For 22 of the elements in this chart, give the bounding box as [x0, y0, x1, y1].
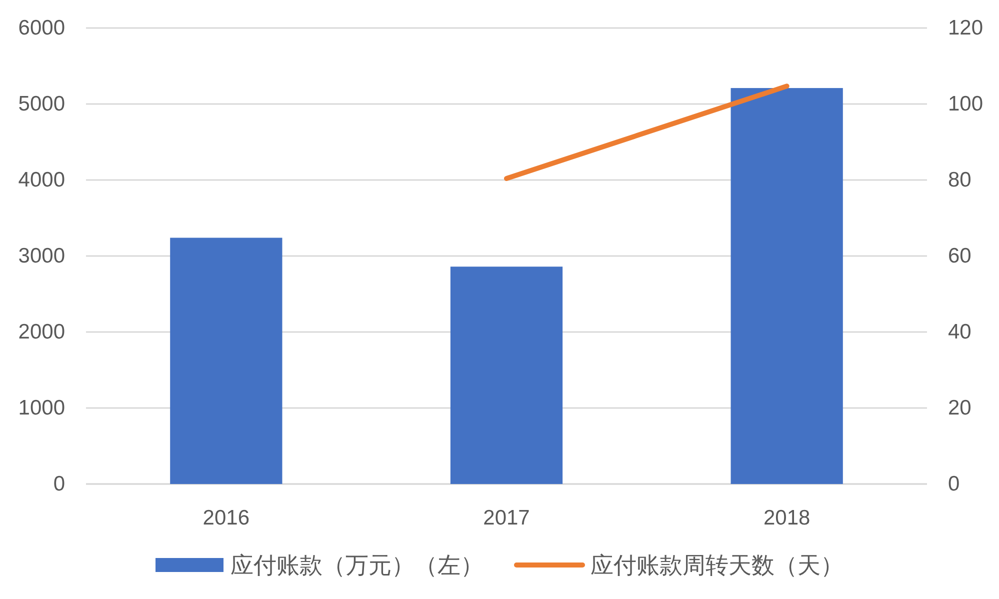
- x-tick-label: 2017: [483, 506, 530, 530]
- y-tick-label: 2000: [18, 320, 65, 344]
- legend-label: 应付账款周转天数（天）: [590, 552, 844, 578]
- y-tick-label: 0: [53, 472, 65, 496]
- legend-label: 应付账款（万元）（左）: [230, 552, 484, 578]
- y-tick-label: 6000: [18, 16, 65, 40]
- bar: [730, 88, 843, 484]
- y2-tick-label: 120: [948, 16, 984, 40]
- bar: [170, 238, 282, 484]
- x-tick-label: 2018: [763, 506, 810, 530]
- x-tick-label: 2016: [202, 506, 250, 530]
- y-tick-label: 5000: [18, 92, 65, 116]
- bar: [450, 266, 563, 484]
- y2-tick-label: 80: [948, 168, 972, 192]
- y2-tick-label: 0: [948, 472, 960, 496]
- y2-tick-label: 60: [948, 244, 972, 268]
- y-tick-label: 3000: [18, 244, 65, 268]
- y2-tick-label: 100: [948, 92, 984, 116]
- y2-tick-label: 40: [948, 320, 972, 344]
- y2-tick-label: 20: [948, 396, 972, 420]
- y-tick-label: 4000: [18, 168, 65, 192]
- y-tick-label: 1000: [18, 396, 65, 420]
